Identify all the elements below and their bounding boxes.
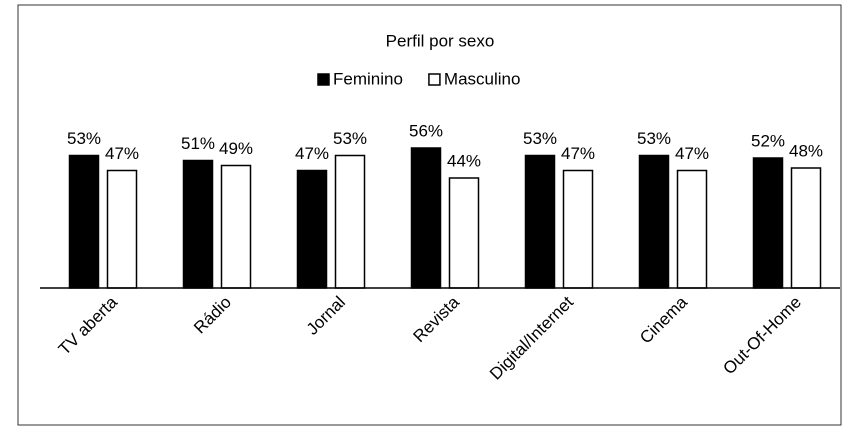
legend-swatch <box>317 73 330 86</box>
legend-label: Feminino <box>333 69 403 88</box>
bar <box>562 169 594 289</box>
value-label: 47% <box>561 144 595 163</box>
value-label: 44% <box>447 151 481 170</box>
value-label: 53% <box>67 129 101 148</box>
bar <box>638 154 670 289</box>
legend-swatch <box>428 73 441 86</box>
chart-title: Perfil por sexo <box>386 31 495 50</box>
value-label: 48% <box>789 141 823 160</box>
bar <box>524 154 556 289</box>
bar <box>790 167 822 289</box>
bar <box>334 154 366 289</box>
bar <box>68 154 100 289</box>
value-label: 53% <box>523 129 557 148</box>
value-label: 56% <box>409 121 443 140</box>
bar <box>752 157 784 289</box>
bar <box>448 177 480 289</box>
bar <box>220 164 252 289</box>
value-label: 52% <box>751 131 785 150</box>
bar <box>676 169 708 289</box>
value-label: 49% <box>219 139 253 158</box>
bar <box>410 147 442 289</box>
bar <box>296 169 328 289</box>
bar <box>106 169 138 289</box>
value-label: 47% <box>675 144 709 163</box>
value-label: 51% <box>181 134 215 153</box>
value-label: 53% <box>637 129 671 148</box>
value-label: 47% <box>105 144 139 163</box>
value-label: 47% <box>295 144 329 163</box>
legend-label: Masculino <box>444 69 521 88</box>
value-label: 53% <box>333 129 367 148</box>
bar <box>182 159 214 289</box>
